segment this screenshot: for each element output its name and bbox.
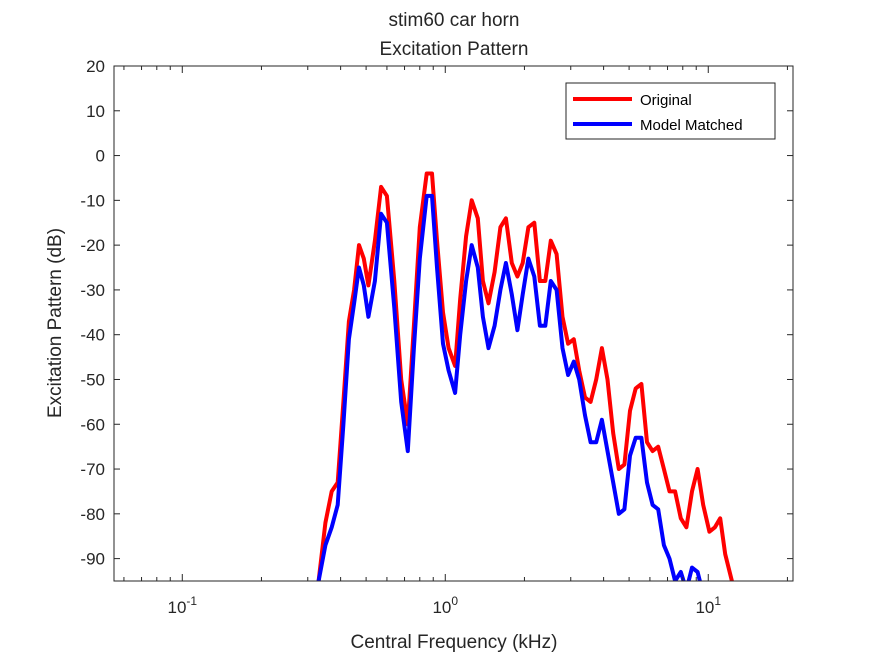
legend-box [565, 82, 776, 140]
y-tick-label: -90 [80, 550, 105, 569]
chart-subtitle: Excitation Pattern [380, 39, 529, 60]
legend-label-original: Original [640, 92, 692, 109]
y-tick-label: -60 [80, 415, 105, 434]
legend-label-model-matched: Model Matched [640, 117, 743, 134]
y-tick-label: 0 [96, 147, 105, 166]
y-tick-label: -80 [80, 505, 105, 524]
plot-frame [113, 65, 794, 582]
y-tick-label: -20 [80, 236, 105, 255]
y-tick-label: -40 [80, 326, 105, 345]
x-tick-label: 101 [695, 594, 721, 617]
x-tick-label: 10-1 [167, 594, 197, 617]
series-line-model-matched [316, 193, 702, 581]
plot-area [114, 66, 793, 581]
y-tick-label: -30 [80, 281, 105, 300]
y-axis-label: Excitation Pattern (dB) [45, 228, 66, 418]
chart-title: stim60 car horn [389, 10, 520, 31]
series-layer [316, 171, 734, 581]
series-line-original [316, 171, 734, 581]
y-tick-label: -50 [80, 370, 105, 389]
x-tick-label: 100 [432, 594, 458, 617]
y-tick-label: 20 [86, 57, 105, 76]
y-tick-label: -70 [80, 460, 105, 479]
y-tick-label: 10 [86, 102, 105, 121]
y-tick-label: -10 [80, 191, 105, 210]
x-axis-label: Central Frequency (kHz) [351, 632, 558, 653]
legend: Original Model Matched [565, 82, 776, 140]
